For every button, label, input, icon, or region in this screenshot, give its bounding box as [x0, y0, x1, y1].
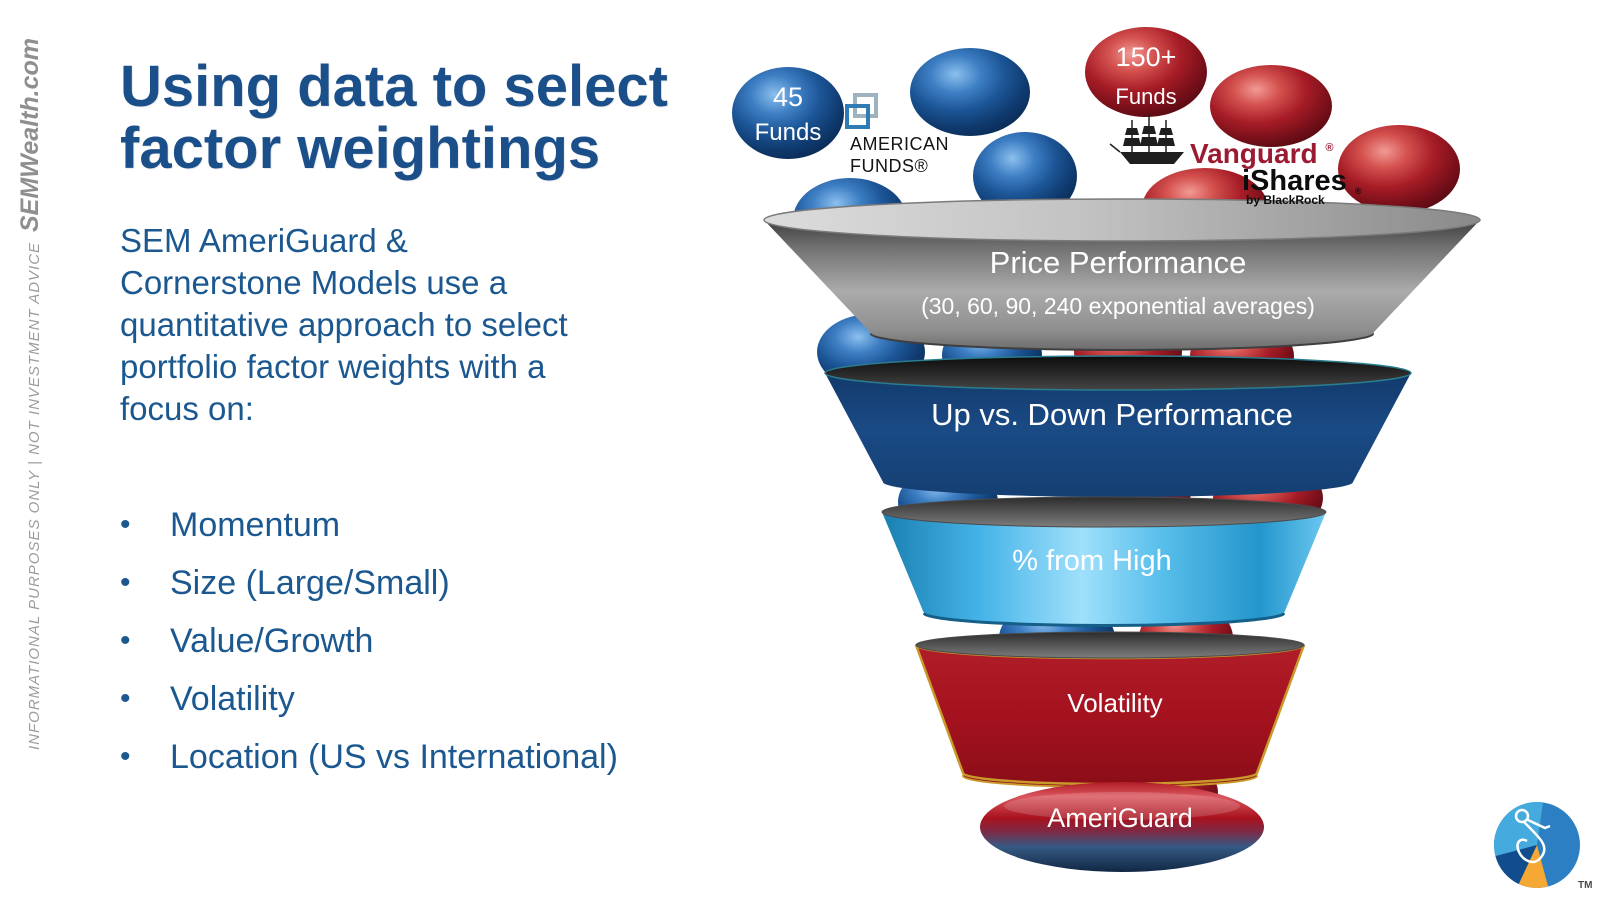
vanguard-ship-icon [1109, 114, 1184, 164]
right-ball-count: 150+ [1116, 42, 1177, 72]
ishares-wordmark: iShares [1242, 165, 1347, 197]
fund-ball-blue [973, 132, 1077, 220]
vanguard-logo: Vanguard ® [1109, 114, 1333, 169]
intro-line: portfolio factor weights with a [120, 348, 546, 385]
ishares-logo: iShares ® by BlackRock [1242, 165, 1362, 207]
sem-logo: TM [1494, 801, 1592, 891]
fund-ball-red-150 [1085, 27, 1207, 117]
brand-vertical-text: SEMWealth.com [16, 37, 44, 232]
stage-top-rim [763, 198, 1481, 242]
funnel-stage-price-performance: Price Performance (30, 60, 90, 240 expon… [763, 198, 1481, 351]
stage-top-rim [824, 355, 1412, 391]
title-line-2: factor weightings [120, 116, 601, 181]
ishares-registered-mark: ® [1355, 186, 1362, 196]
vanguard-wordmark: Vanguard [1190, 138, 1318, 169]
title-line-1: Using data to select [120, 54, 668, 119]
output-oval [980, 782, 1264, 872]
intro-line: quantitative approach to select [120, 306, 568, 343]
ishares-byline: by BlackRock [1246, 193, 1325, 207]
sem-logo-tm: TM [1578, 880, 1592, 891]
funnel-stage-up-vs-down: Up vs. Down Performance [824, 355, 1412, 497]
bullet-size: Size (Large/Small) [120, 554, 618, 612]
stage-label: Volatility [1067, 688, 1162, 718]
stage-label: Up vs. Down Performance [931, 397, 1293, 432]
intro-line: SEM AmeriGuard & [120, 222, 408, 259]
funnel-stage-pct-from-high: % from High [881, 496, 1327, 627]
fund-ball-red [1210, 65, 1332, 147]
svg-text:Vanguard ®: Vanguard ® [1190, 138, 1333, 169]
stage-label: % from High [1012, 545, 1172, 577]
stage-body [882, 512, 1326, 624]
american-funds-wordmark-line1: AMERICAN [850, 134, 949, 154]
sem-logo-mark [1494, 801, 1580, 888]
american-funds-icon [845, 104, 870, 129]
stage-sublabel: (30, 60, 90, 240 exponential averages) [921, 293, 1315, 319]
fund-ball-red [1338, 125, 1460, 213]
left-ball-unit: Funds [755, 119, 822, 146]
intro-paragraph: SEM AmeriGuard & Cornerstone Models use … [120, 220, 568, 430]
left-ball-count: 45 [773, 82, 803, 112]
stage-body [825, 373, 1411, 497]
stage-label: Price Performance [990, 245, 1247, 280]
bullet-volatility: Volatility [120, 670, 618, 728]
stage-top-rim [915, 631, 1305, 659]
bullet-value-growth: Value/Growth [120, 612, 618, 670]
vanguard-registered-mark: ® [1325, 142, 1333, 154]
intro-line: focus on: [120, 390, 254, 427]
factor-bullet-list: Momentum Size (Large/Small) Value/Growth… [120, 496, 618, 786]
funnel-diagram: Price Performance (30, 60, 90, 240 expon… [732, 27, 1481, 872]
svg-text:iShares ®: iShares ® [1242, 165, 1362, 197]
stage-body [764, 220, 1480, 349]
american-funds-wordmark-line2: FUNDS® [850, 156, 928, 176]
fund-ball-blue [910, 48, 1030, 136]
american-funds-logo: AMERICAN FUNDS® [845, 93, 949, 176]
funnel-output-ameriguard: AmeriGuard [980, 782, 1264, 872]
disclaimer-vertical-text: INFORMATIONAL PURPOSES ONLY | NOT INVEST… [26, 241, 43, 750]
page-title: Using data to select factor weightings [120, 56, 668, 180]
bullet-momentum: Momentum [120, 496, 618, 554]
output-oval-gloss [1004, 792, 1240, 820]
intro-line: Cornerstone Models use a [120, 264, 508, 301]
fund-ball-blue-45 [732, 67, 844, 159]
right-ball-unit: Funds [1115, 84, 1176, 109]
sem-logo-figure [1514, 808, 1551, 864]
output-label: AmeriGuard [1047, 803, 1193, 833]
stage-top-rim [881, 496, 1327, 528]
bullet-location: Location (US vs International) [120, 728, 618, 786]
funnel-stage-volatility: Volatility [914, 631, 1306, 788]
fund-count-labels: 45 Funds 150+ Funds [755, 42, 1177, 146]
